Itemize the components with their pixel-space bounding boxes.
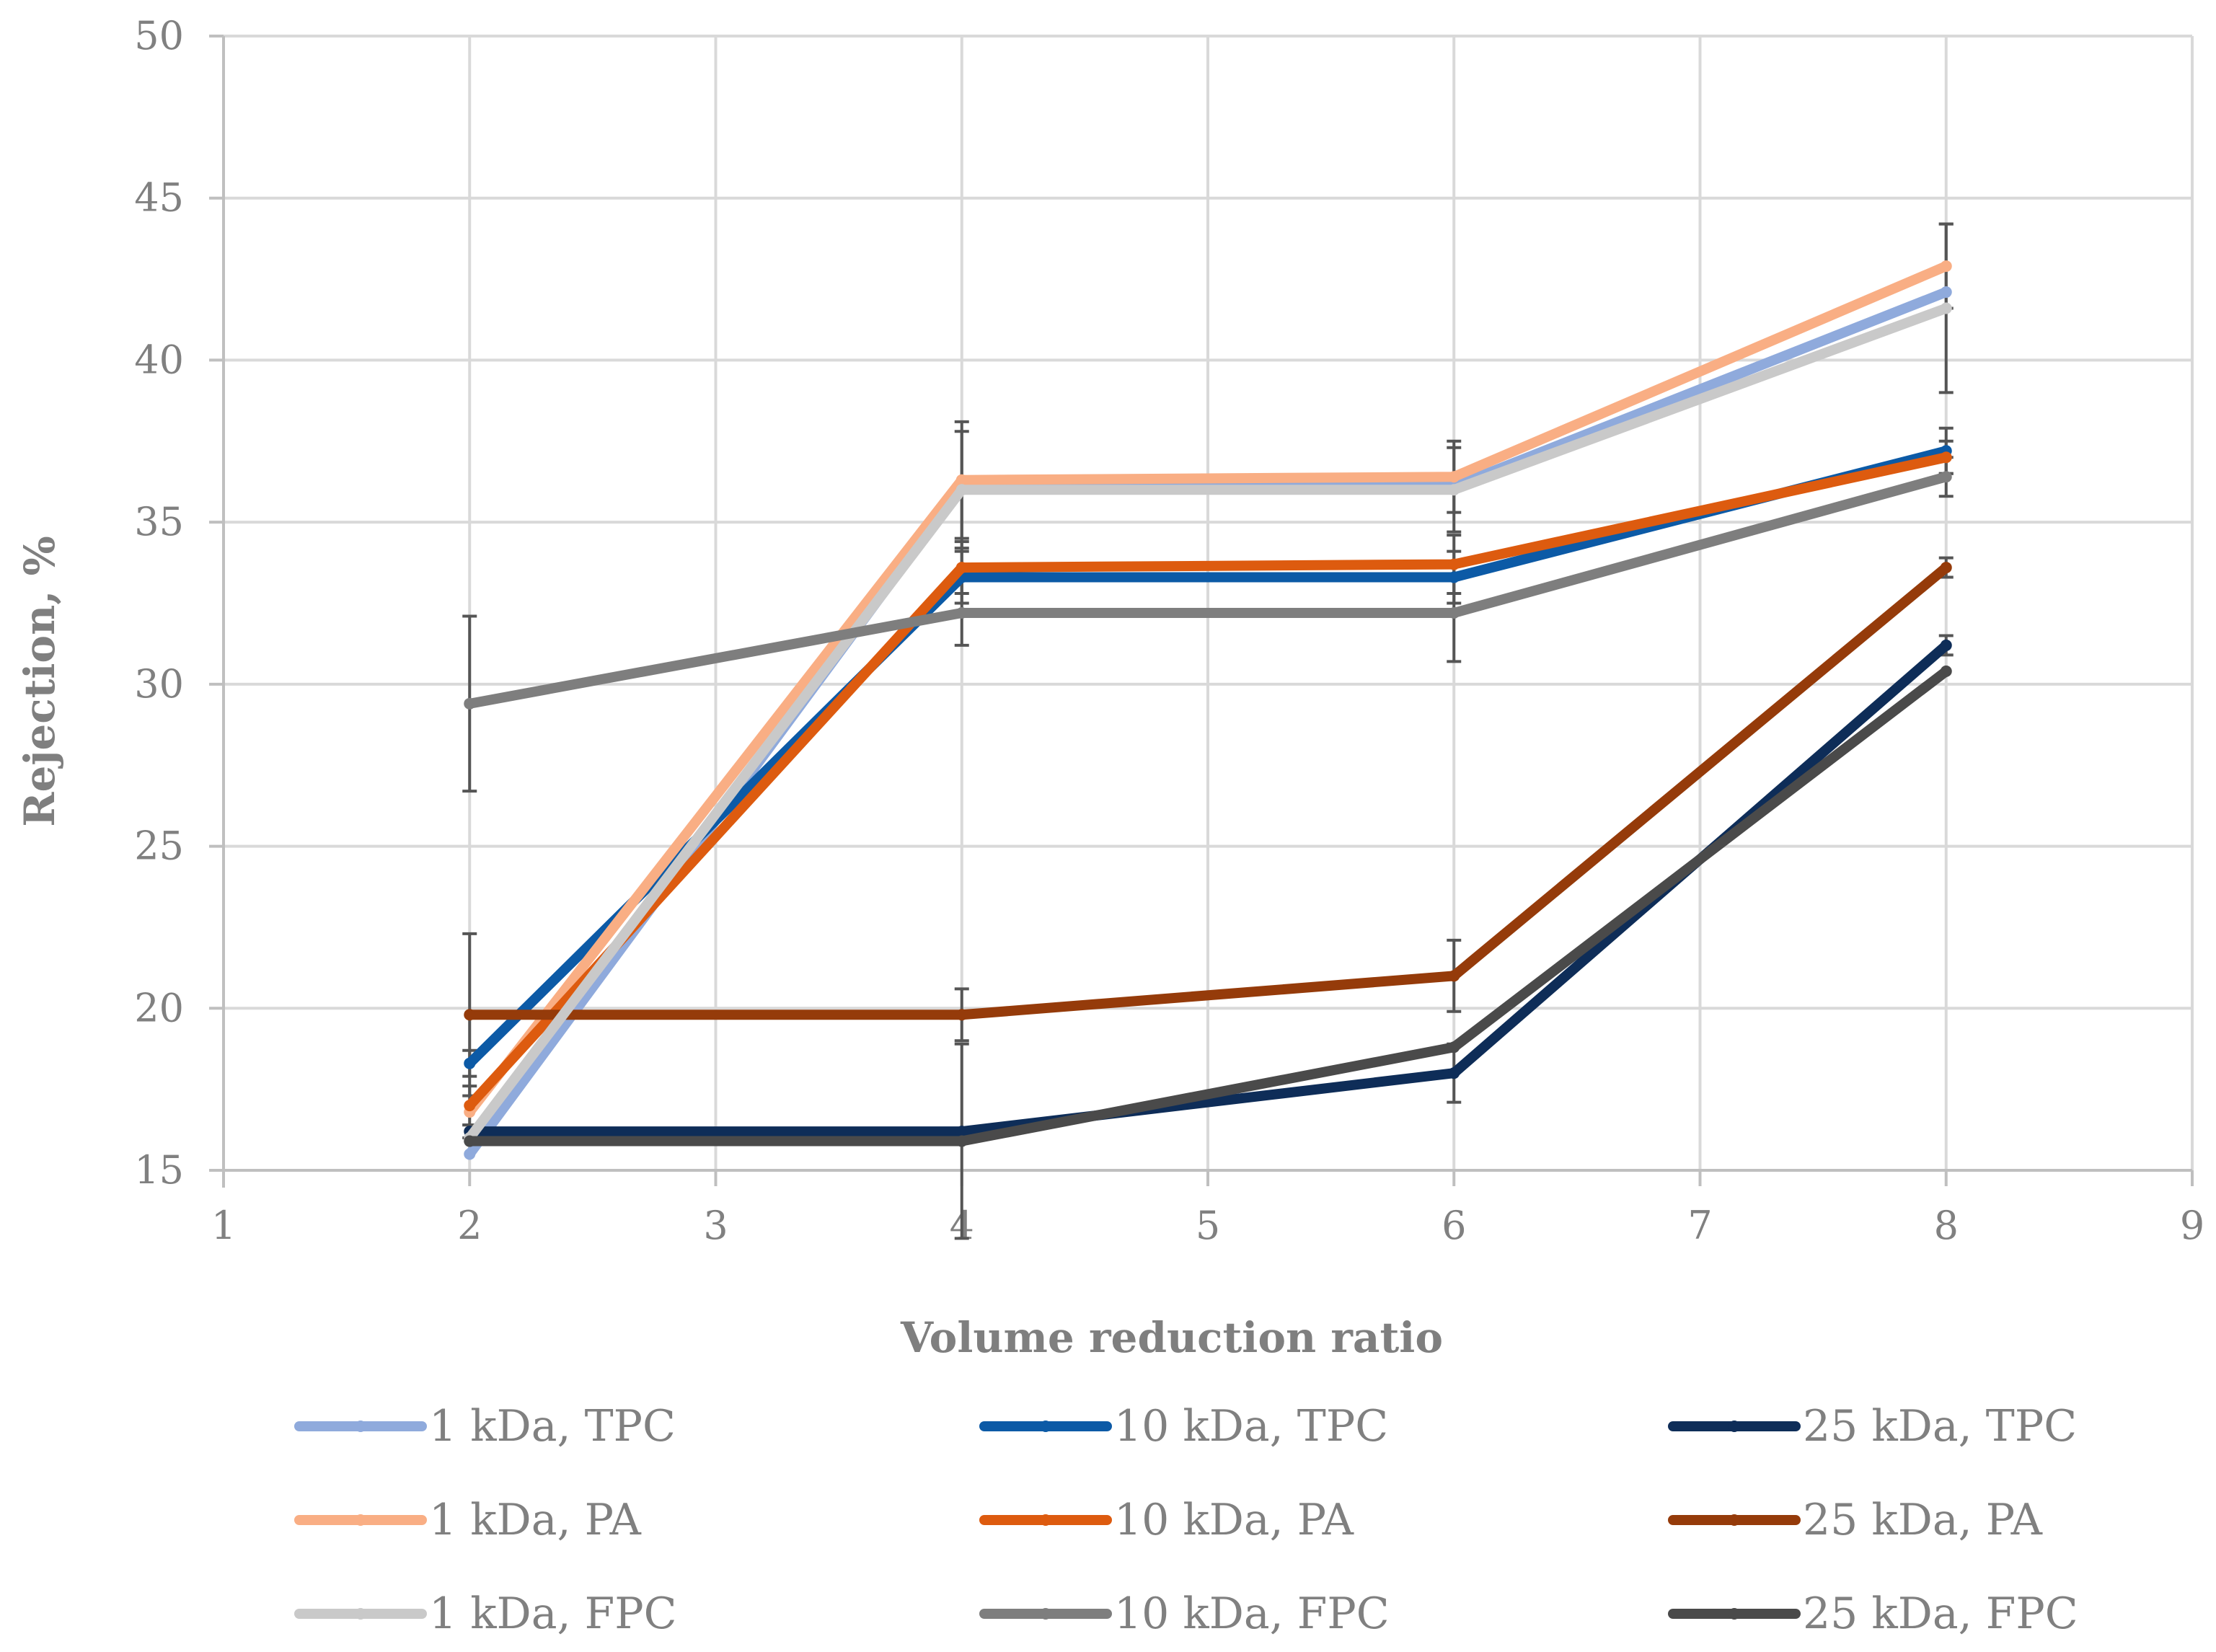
data-point xyxy=(464,1009,476,1021)
data-point xyxy=(1448,606,1460,619)
legend-item: 10 kDa, PA xyxy=(979,1495,1354,1545)
data-point xyxy=(1940,302,1952,314)
series-lines xyxy=(464,260,1952,1160)
data-point xyxy=(955,1126,968,1138)
series-line-8 xyxy=(464,472,1951,709)
y-tick-label: 15 xyxy=(134,1147,184,1193)
data-point xyxy=(1448,571,1460,583)
legend-label: 1 kDa, FPC xyxy=(429,1589,677,1639)
data-point xyxy=(1940,451,1952,464)
data-point xyxy=(1448,471,1460,483)
legend-item: 10 kDa, TPC xyxy=(979,1401,1388,1452)
data-point xyxy=(1940,562,1952,574)
data-point xyxy=(464,697,476,710)
legend-label: 1 kDa, PA xyxy=(429,1495,641,1545)
y-tick-label: 40 xyxy=(134,337,184,382)
y-tick-label: 20 xyxy=(134,985,184,1030)
series-line-9 xyxy=(464,666,1951,1147)
legend: 1 kDa, TPC 10 kDa, TPC 25 kDa, TPC 1 kDa, P… xyxy=(294,1401,2078,1639)
y-axis-title: Rejection, % xyxy=(15,536,64,826)
data-point xyxy=(464,1057,476,1069)
data-point xyxy=(1448,1067,1460,1079)
x-tick-label: 6 xyxy=(1442,1203,1466,1248)
legend-marker xyxy=(1040,1421,1051,1432)
legend-label: 10 kDa, TPC xyxy=(1114,1401,1388,1452)
legend-item: 1 kDa, FPC xyxy=(294,1589,677,1639)
series-line-4 xyxy=(464,261,1951,1118)
data-point xyxy=(464,1135,476,1147)
legend-label: 25 kDa, PA xyxy=(1803,1495,2043,1545)
data-point xyxy=(955,1009,968,1021)
legend-label: 1 kDa, TPC xyxy=(429,1401,676,1452)
data-point xyxy=(464,1100,476,1112)
y-tick-label: 45 xyxy=(134,175,184,221)
legend-item: 10 kDa, FPC xyxy=(979,1589,1390,1639)
x-tick-label: 9 xyxy=(2180,1203,2204,1248)
legend-item: 25 kDa, FPC xyxy=(1668,1589,2078,1639)
legend-marker xyxy=(355,1608,366,1620)
x-tick-label: 2 xyxy=(457,1203,482,1248)
y-tick-label: 50 xyxy=(134,13,184,58)
data-point xyxy=(1940,639,1952,651)
legend-label: 10 kDa, PA xyxy=(1114,1495,1354,1545)
data-point xyxy=(955,562,968,574)
x-axis-title: Volume reduction ratio xyxy=(900,1313,1443,1362)
series-line-5 xyxy=(464,452,1951,1111)
legend-item: 25 kDa, PA xyxy=(1668,1495,2043,1545)
data-point xyxy=(955,484,968,496)
x-tick-label: 5 xyxy=(1196,1203,1220,1248)
data-point xyxy=(1940,665,1952,677)
legend-marker xyxy=(1040,1514,1051,1526)
data-point xyxy=(1940,260,1952,273)
series-line-7 xyxy=(464,303,1951,1144)
x-tick-label: 7 xyxy=(1687,1203,1712,1248)
data-point xyxy=(955,606,968,619)
data-point xyxy=(1448,1041,1460,1054)
data-point xyxy=(1448,970,1460,982)
series-line-6 xyxy=(464,562,1951,1020)
legend-marker xyxy=(1729,1421,1740,1432)
legend-marker xyxy=(1729,1514,1740,1526)
x-tick-label: 1 xyxy=(211,1203,236,1248)
y-tick-label: 25 xyxy=(134,823,184,869)
legend-label: 10 kDa, FPC xyxy=(1114,1589,1390,1639)
legend-item: 25 kDa, TPC xyxy=(1668,1401,2077,1452)
y-tick-labels: 15 20 25 30 35 40 45 50 xyxy=(134,13,184,1193)
legend-marker xyxy=(355,1421,366,1432)
legend-marker xyxy=(1040,1608,1051,1620)
data-point xyxy=(1940,286,1952,299)
data-point xyxy=(955,474,968,486)
y-tick-label: 30 xyxy=(134,661,184,707)
legend-item: 1 kDa, PA xyxy=(294,1495,641,1545)
legend-label: 25 kDa, TPC xyxy=(1803,1401,2077,1452)
data-point xyxy=(1940,471,1952,483)
legend-item: 1 kDa, TPC xyxy=(294,1401,676,1452)
y-tick-label: 35 xyxy=(134,499,184,544)
data-point xyxy=(1448,558,1460,570)
legend-label: 25 kDa, FPC xyxy=(1803,1589,2078,1639)
data-point xyxy=(464,1148,476,1160)
data-point xyxy=(1448,484,1460,496)
legend-marker xyxy=(1729,1608,1740,1620)
legend-marker xyxy=(355,1514,366,1526)
data-point xyxy=(955,1135,968,1147)
x-tick-label: 8 xyxy=(1934,1203,1959,1248)
x-tick-label: 3 xyxy=(703,1203,728,1248)
